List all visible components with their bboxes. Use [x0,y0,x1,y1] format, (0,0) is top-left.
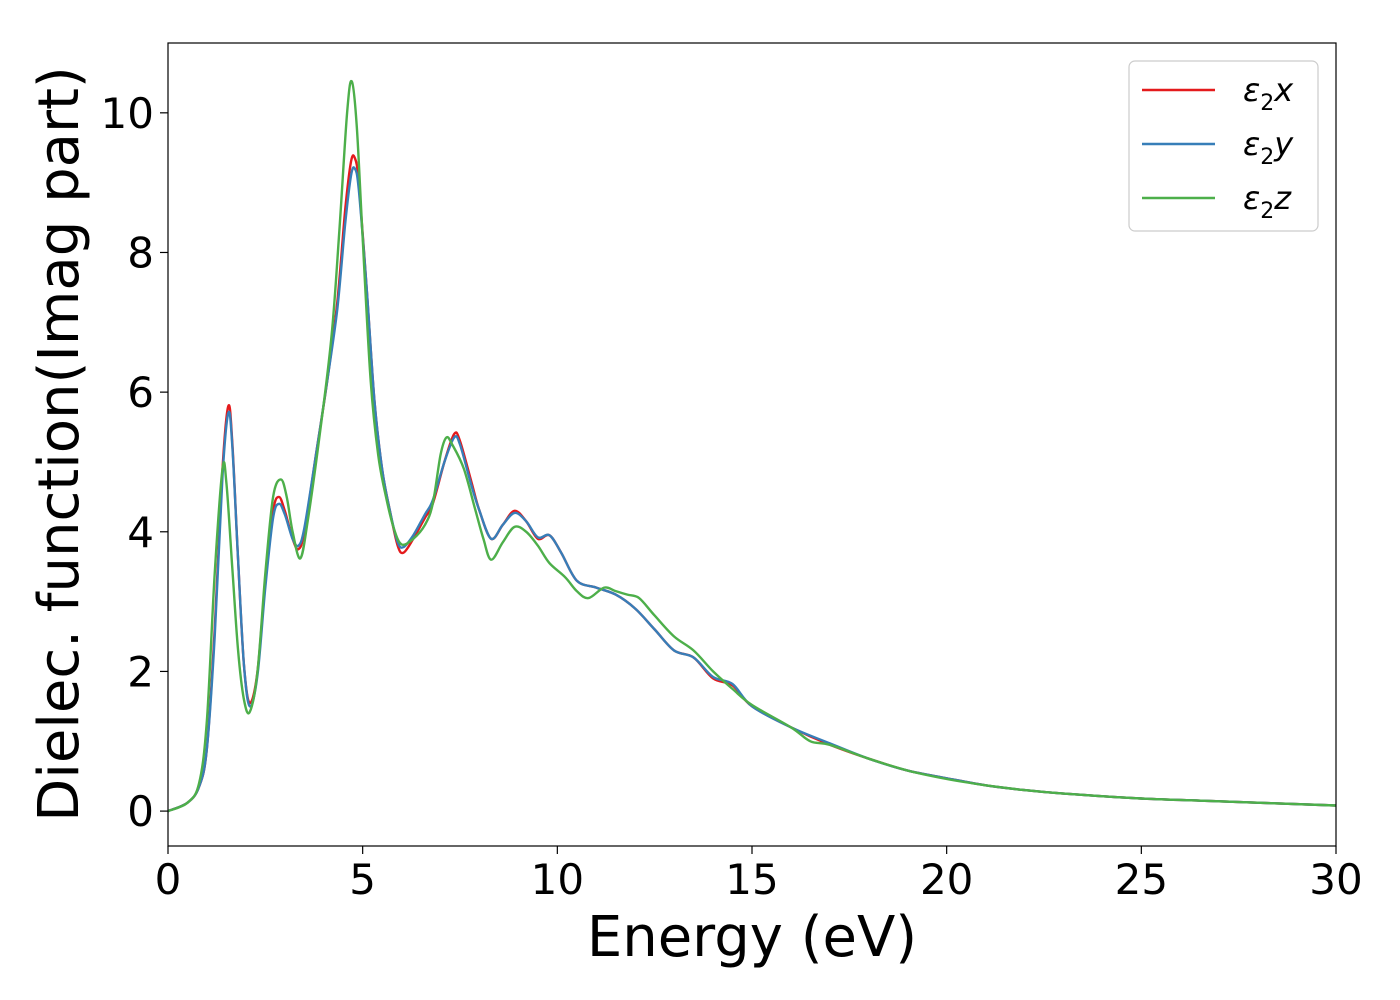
legend-label-z: ε2z [1243,179,1292,224]
legend-items: ε2x ε2y ε2z [1142,71,1294,224]
series-line-z [167,79,1337,813]
series-layer [167,79,1337,813]
x-axis-ticks: 0 5 10 15 20 25 30 [155,846,1363,904]
y-tick-label: 10 [101,89,154,138]
plot-frame [167,42,1337,847]
y-tick-label: 8 [127,228,154,277]
x-axis-label: Energy (eV) [587,905,917,970]
y-tick-label: 6 [127,368,154,417]
x-tick-label: 15 [725,855,778,904]
x-tick-label: 25 [1115,855,1168,904]
legend-box [1128,60,1319,232]
legend-label-y: ε2y [1243,125,1294,170]
x-tick-label: 0 [155,855,182,904]
y-axis-ticks: 0 2 4 6 8 10 [101,89,168,836]
y-tick-label: 0 [127,787,154,836]
x-tick-label: 30 [1309,855,1362,904]
legend: ε2x ε2y ε2z [1128,60,1319,232]
y-tick-label: 2 [127,647,154,696]
x-tick-label: 10 [531,855,584,904]
x-tick-label: 20 [920,855,973,904]
y-tick-label: 4 [127,508,154,557]
x-tick-label: 5 [349,855,376,904]
y-axis-label: Dielec. function(Imag part) [27,66,92,822]
legend-label-x: ε2x [1243,71,1294,116]
